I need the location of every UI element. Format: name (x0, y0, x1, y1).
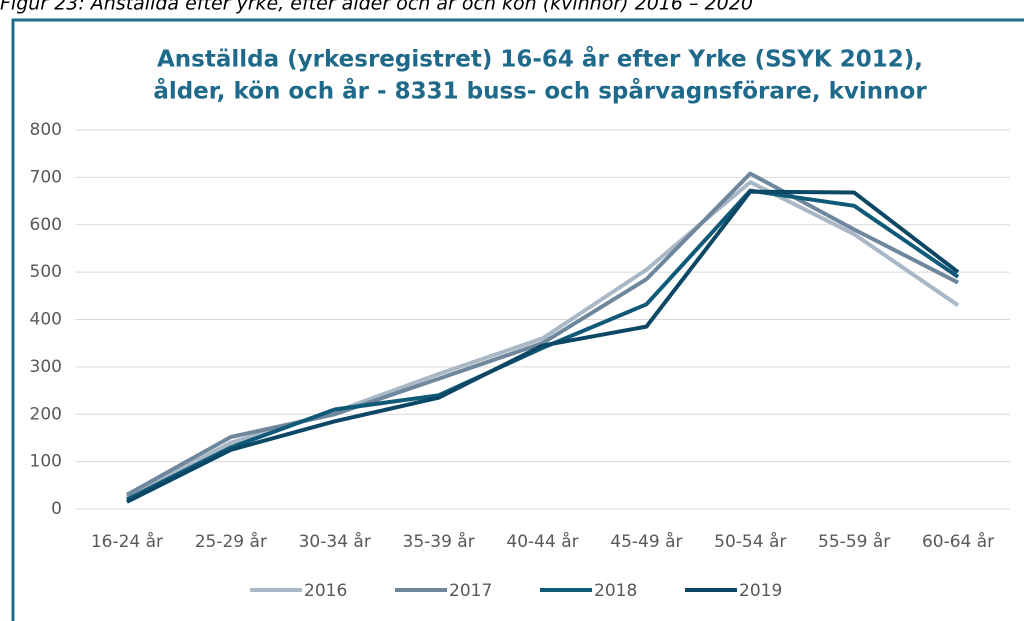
x-tick-label: 45-49 år (610, 531, 682, 552)
frame (11, 18, 1024, 621)
x-tick-label: 35-39 år (403, 531, 475, 552)
y-tick-label: 500 (30, 262, 62, 282)
y-tick-label: 400 (30, 310, 62, 330)
legend-label: 2018 (594, 581, 637, 601)
legend-label: 2016 (304, 581, 347, 601)
x-tick-label: 60-64 år (922, 531, 994, 552)
y-tick-label: 300 (30, 357, 62, 377)
chart-title: Anställda (yrkesregistret) 16-64 år efte… (157, 46, 923, 73)
x-tick-label: 55-59 år (818, 531, 890, 552)
y-tick-label: 700 (30, 167, 62, 187)
caption: Figur 23: Anställda efter yrke, efter ål… (0, 0, 753, 15)
x-tick-label: 40-44 år (506, 531, 578, 552)
series-line (126, 180, 960, 499)
y-tick-label: 200 (30, 404, 62, 424)
y-tick-label: 0 (51, 499, 62, 519)
legend-label: 2017 (449, 581, 492, 601)
series-line (125, 171, 959, 497)
y-tick-label: 600 (30, 215, 62, 235)
y-tick-label: 100 (30, 452, 62, 472)
x-tick-label: 25-29 år (195, 531, 267, 552)
y-tick-label: 800 (30, 120, 62, 140)
series-line (126, 188, 960, 502)
chart-title: ålder, kön och år - 8331 buss- och spårv… (153, 78, 927, 105)
series-line (126, 189, 960, 504)
x-tick-label: 30-34 år (299, 531, 371, 552)
x-tick-label: 16-24 år (91, 531, 163, 552)
legend-label: 2019 (739, 581, 782, 601)
x-tick-label: 50-54 år (714, 531, 786, 552)
